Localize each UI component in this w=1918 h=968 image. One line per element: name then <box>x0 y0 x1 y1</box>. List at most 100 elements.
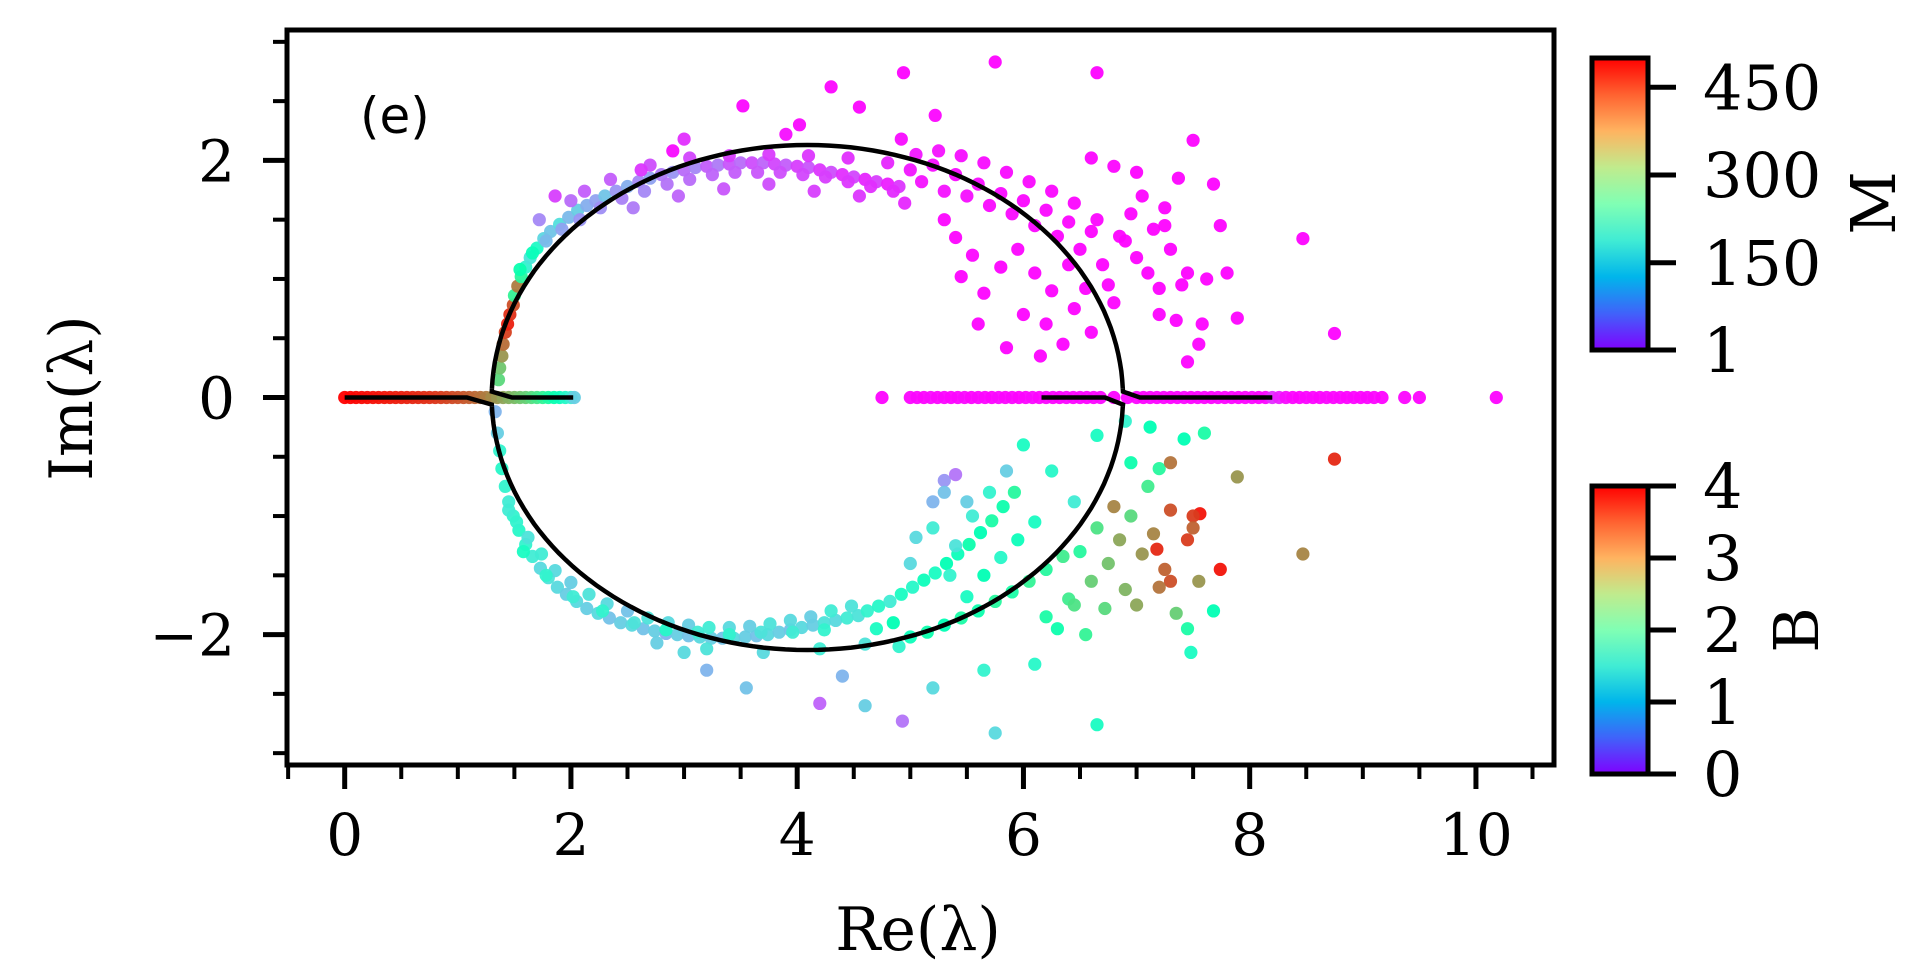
scatter-point-lower-band <box>1067 495 1081 509</box>
scatter-point-lower-band <box>1056 549 1070 564</box>
scatter-point-lower-band <box>1177 432 1191 446</box>
scatter-point-upper-band <box>841 151 855 165</box>
scatter-point-upper-band <box>1152 307 1166 322</box>
scatter-point-lower-band <box>977 568 991 582</box>
scatter-point-upper-band <box>564 194 578 208</box>
scatter-point-lower-band <box>1090 718 1104 732</box>
boundary-curve <box>344 142 1273 653</box>
scatter-point-lower-band <box>1045 464 1059 478</box>
scatter-point-real-axis-left <box>567 390 581 405</box>
scatter-point-upper-band <box>1045 184 1059 198</box>
plot-area: 0 2 4 6 8 10 −2 0 2 (e) Re(λ) Im(λ) <box>37 27 1557 965</box>
scatter-point-upper-band <box>928 108 942 122</box>
scatter-point-upper-band <box>915 175 929 189</box>
scatter-point-lower-band <box>1186 521 1200 535</box>
scatter-point-lower-band <box>1135 547 1149 561</box>
colorbar-tick-label: 1 <box>1703 666 1742 739</box>
scatter-point-upper-band <box>937 184 951 198</box>
scatter-point-upper-band <box>949 230 963 245</box>
scatter-point-lower-band <box>926 495 940 509</box>
scatter-point-lower-band <box>596 604 610 618</box>
scatter-point-upper-band <box>971 317 985 331</box>
colorbar-m-label: M <box>1837 171 1910 234</box>
scatter-point-upper-band <box>988 55 1002 69</box>
boundary-curve-right-branch <box>1120 388 1273 400</box>
scatter-point-lower-band <box>1230 470 1244 484</box>
scatter-point-lower-band <box>939 556 954 571</box>
scatter-point-lower-band <box>1163 574 1178 588</box>
scatter-point-lower-band <box>700 663 714 677</box>
scatter-point-lower-band <box>1107 500 1121 514</box>
scatter-point-upper-band <box>852 189 867 203</box>
scatter-point-upper-band <box>562 210 576 224</box>
scatter-point-upper-band <box>792 118 807 132</box>
scatter-point-lower-band <box>521 530 535 545</box>
scatter-point-lower-band <box>1163 456 1178 470</box>
scatter-point-lower-band <box>960 590 974 604</box>
scatter-point-lower-band <box>502 503 516 517</box>
colorbar-tick-label: 4 <box>1703 450 1742 523</box>
scatter-point-lower-band <box>670 628 684 642</box>
scatter-point-upper-band <box>841 175 855 189</box>
scatter-point-lower-band <box>1028 515 1042 529</box>
scatter-point-upper-band <box>898 196 912 210</box>
scatter-point-lower-band <box>988 726 1002 740</box>
scatter-point-upper-band <box>1296 232 1310 246</box>
scatter-point-upper-band <box>896 66 911 80</box>
scatter-point-upper-band <box>491 373 506 387</box>
scatter-point-lower-band <box>824 604 838 618</box>
scatter-point-lower-band <box>516 545 531 559</box>
scatter-point-upper-band <box>999 341 1014 355</box>
colorbar-tick-label: 1 <box>1703 314 1742 387</box>
y-tick-label: 2 <box>198 127 235 195</box>
scatter-point-upper-band <box>603 172 618 186</box>
scatter-point-upper-band <box>1045 284 1059 298</box>
scatter-point-lower-band <box>917 573 931 587</box>
scatter-point-upper-band <box>1192 337 1206 351</box>
scatter-point-upper-band <box>1028 266 1042 280</box>
scatter-point-upper-band <box>1130 251 1144 265</box>
scatter-point-upper-band <box>1011 242 1025 256</box>
colorbar-tick-label: 300 <box>1703 139 1821 212</box>
scatter-point-upper-band <box>1130 165 1144 179</box>
scatter-point-upper-band <box>1180 266 1195 280</box>
scatter-point-upper-band <box>1206 177 1221 191</box>
scatter-point-upper-band <box>525 246 540 260</box>
boundary-curve-lower-arc <box>489 406 1126 653</box>
scatter-point-lower-band <box>1067 598 1081 612</box>
scatter-point-upper-band <box>1090 213 1104 227</box>
scatter-point-lower-band <box>1124 509 1138 523</box>
scatter-point-upper-band <box>1101 278 1115 292</box>
scatter-point-lower-band <box>886 616 900 630</box>
scatter-point-lower-band <box>1130 598 1144 612</box>
scatter-point-lower-band <box>906 580 920 594</box>
scatter-point-lower-band <box>1079 628 1093 642</box>
scatter-point-lower-band <box>903 556 917 571</box>
scatter-point-upper-band <box>894 132 908 146</box>
scatter-point-lower-band <box>614 616 628 630</box>
scatter-point-upper-band <box>773 165 787 179</box>
scatter-point-upper-band <box>1039 317 1053 331</box>
scatter-point-upper-band <box>807 184 821 198</box>
scatter-point-lower-band <box>996 500 1010 514</box>
scatter-point-lower-band <box>965 509 980 523</box>
scatter-point-lower-band <box>743 619 757 633</box>
scatter-point-lower-band <box>1197 426 1211 440</box>
scatter-point-lower-band <box>564 575 578 590</box>
scatter-point-upper-band <box>1169 313 1183 327</box>
colorbar-tick-label: 2 <box>1703 594 1742 667</box>
boundary-curve-left-branch <box>344 395 495 407</box>
scatter-point-lower-band <box>1206 604 1221 618</box>
scatter-point-lower-band <box>580 601 594 616</box>
scatter-point-upper-band <box>1084 224 1098 239</box>
scatter-point-upper-band <box>736 99 750 113</box>
colorbar-m: 1 150 300 450 M <box>1589 51 1910 387</box>
scatter-point-lower-band <box>960 495 974 509</box>
boundary-curve-right-inner <box>1041 395 1126 407</box>
scatter-point-lower-band <box>1296 547 1310 561</box>
scatter-point-upper-band <box>1062 215 1076 229</box>
scatter-point-upper-band <box>1135 189 1149 203</box>
scatter-point-upper-band <box>1084 325 1098 339</box>
scatter-point-lower-band <box>869 622 884 636</box>
